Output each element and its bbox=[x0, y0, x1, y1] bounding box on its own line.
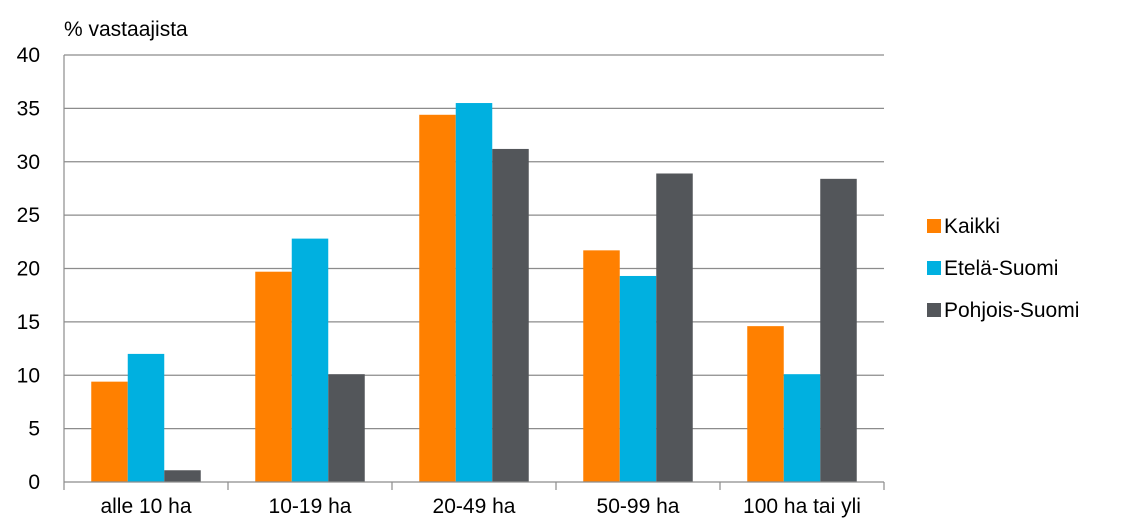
bar bbox=[583, 250, 620, 482]
y-axis-label: % vastaajista bbox=[64, 18, 188, 41]
y-tick-label: 30 bbox=[17, 151, 40, 174]
x-tick-label: 100 ha tai yli bbox=[743, 495, 861, 518]
bar bbox=[255, 271, 292, 482]
x-tick-label: 20-49 ha bbox=[433, 495, 516, 518]
y-tick-label: 25 bbox=[17, 204, 40, 227]
legend-swatch bbox=[927, 219, 941, 233]
y-tick-label: 5 bbox=[28, 418, 40, 441]
x-tick-label: 10-19 ha bbox=[269, 495, 352, 518]
bar bbox=[127, 353, 165, 482]
bar bbox=[783, 374, 821, 482]
x-tick-label: alle 10 ha bbox=[100, 495, 191, 518]
y-tick-label: 15 bbox=[17, 311, 40, 334]
y-tick-label: 10 bbox=[17, 364, 40, 387]
bar bbox=[619, 275, 657, 482]
bar bbox=[747, 326, 784, 482]
x-tick-labels: alle 10 ha 10-19 ha 20-49 ha 50-99 ha 100 ha… bbox=[100, 495, 861, 518]
axes bbox=[63, 55, 885, 490]
bar bbox=[328, 374, 365, 482]
bar bbox=[820, 178, 857, 482]
x-tick-label: 50-99 ha bbox=[597, 495, 680, 518]
bar bbox=[455, 103, 493, 482]
y-tick-label: 0 bbox=[28, 471, 40, 494]
y-tick-label: 35 bbox=[17, 97, 40, 120]
bar bbox=[91, 381, 128, 482]
bar bbox=[492, 148, 529, 482]
legend-swatch bbox=[927, 261, 941, 275]
legend-swatch bbox=[927, 303, 941, 317]
bar bbox=[656, 173, 693, 482]
bar bbox=[419, 114, 456, 482]
legend: Kaikki Etelä-Suomi Pohjois-Suomi bbox=[927, 215, 1079, 322]
y-tick-labels: 0 5 10 15 20 25 30 35 40 bbox=[17, 44, 40, 494]
bar bbox=[164, 470, 201, 482]
bar bbox=[291, 238, 329, 482]
y-tick-label: 40 bbox=[17, 44, 40, 67]
bars bbox=[91, 103, 857, 482]
y-tick-label: 20 bbox=[17, 258, 40, 281]
legend-label: Kaikki bbox=[944, 215, 1000, 238]
legend-label: Etelä-Suomi bbox=[944, 257, 1058, 280]
legend-label: Pohjois-Suomi bbox=[944, 299, 1079, 322]
